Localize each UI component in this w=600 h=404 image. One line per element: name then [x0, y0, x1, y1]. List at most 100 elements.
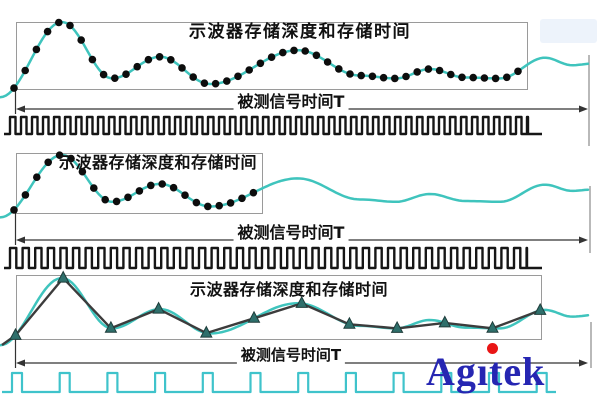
sample-point-triangle [486, 320, 499, 333]
sample-point-dot [67, 154, 75, 163]
panel-1-sample-clock [4, 115, 542, 136]
sample-point-dot [346, 70, 354, 78]
logo-text-part-3: tek [489, 349, 546, 394]
sample-point-dot [503, 73, 511, 82]
logo-text-part-2: ı [476, 349, 490, 394]
sample-point-dot [391, 74, 399, 83]
sample-point-dot [256, 59, 265, 68]
sample-point-dot [204, 202, 212, 211]
sample-point-dot [279, 48, 287, 57]
sample-point-dot [111, 74, 119, 82]
sample-point-dot [458, 73, 466, 82]
sample-point-triangle [104, 320, 118, 333]
sample-point-dot [215, 201, 223, 210]
sample-point-triangle [9, 327, 22, 340]
sample-point-dot [379, 73, 388, 82]
sample-point-dot [368, 72, 377, 81]
sample-point-dot [189, 73, 197, 81]
sample-point-dot [135, 187, 144, 195]
sample-point-dot [290, 46, 298, 55]
sample-point-dot [192, 198, 201, 207]
panel-2-sample-dots [10, 151, 258, 214]
storage-window-box-1 [15, 22, 528, 90]
storage-window-box-2 [15, 153, 263, 214]
sample-point-dot [178, 64, 186, 72]
sample-point-triangle [295, 295, 309, 308]
sample-point-dot [32, 45, 41, 54]
panel-3-sample-triangles [9, 270, 547, 340]
sample-point-dot [43, 27, 52, 36]
sample-point-dot [78, 167, 87, 176]
sample-point-dot [21, 191, 30, 199]
logo-red-dot [487, 343, 498, 354]
sample-point-dot [44, 158, 52, 167]
storage-depth-label-1: 示波器存储深度和存储时间 [189, 22, 411, 42]
sample-point-dot [144, 55, 153, 64]
sample-point-dot [124, 193, 132, 202]
sample-point-dot [55, 151, 64, 159]
sample-point-dot [90, 184, 98, 192]
sample-point-dot [447, 70, 455, 79]
sample-point-dot [238, 194, 246, 203]
sample-point-dot [249, 188, 258, 197]
sample-point-dot [181, 191, 189, 199]
sample-point-dot [491, 74, 500, 83]
sample-point-dot [112, 197, 121, 206]
sample-point-dot [301, 47, 310, 55]
sample-point-dot [122, 70, 130, 78]
sample-point-dot [55, 18, 63, 27]
storage-depth-label-3: 示波器存储深度和存储时间 [189, 280, 389, 299]
sample-point-triangle [152, 301, 165, 314]
sample-point-triangle [56, 270, 70, 283]
sample-point-dot [480, 74, 489, 82]
panel-1-deep-memory-fast-clock [0, 18, 590, 146]
sample-point-dot [33, 173, 41, 181]
panel-2-sample-clock [4, 246, 542, 270]
sample-point-dot [155, 53, 164, 61]
sample-point-triangle [390, 320, 404, 333]
sample-point-dot [357, 71, 366, 80]
sample-point-dot [169, 183, 178, 192]
sample-point-dot [10, 206, 18, 214]
panel-2-analog-waveform [0, 153, 590, 219]
sample-point-dot [267, 53, 276, 61]
sample-point-dot [10, 84, 18, 92]
sample-point-dot [211, 79, 220, 88]
sample-point-dot [226, 199, 235, 207]
watermark [540, 19, 597, 43]
sample-point-dot [435, 66, 444, 75]
sample-point-dot [88, 55, 97, 64]
measured-signal-time-label-2: 被测信号时间T [233, 224, 349, 242]
sample-point-dot [424, 65, 433, 73]
sample-point-dot [167, 56, 175, 64]
sample-point-triangle [343, 316, 356, 329]
agitek-logo: Agıtek [426, 343, 546, 404]
measured-signal-time-label-1: 被测信号时间T [233, 93, 349, 111]
sample-point-dot [402, 72, 410, 81]
sample-point-dot [158, 180, 166, 188]
measured-signal-time-label-3: 被测信号时间T [236, 347, 346, 364]
sample-point-dot [101, 195, 109, 204]
sample-point-dot [99, 70, 108, 79]
sample-point-dot [200, 79, 209, 87]
logo-text-part-1: Ag [426, 349, 477, 394]
panel-3-sample-clock [2, 371, 556, 394]
sample-point-dot [514, 67, 522, 76]
sample-point-dot [245, 66, 253, 74]
sample-point-dot [234, 72, 242, 81]
sample-point-dot [147, 181, 155, 190]
sample-point-dot [413, 68, 422, 76]
sample-point-dot [21, 66, 30, 75]
sample-point-dot [133, 62, 141, 71]
sample-point-dot [323, 58, 332, 66]
sample-point-triangle [199, 325, 213, 338]
sample-point-triangle [533, 302, 547, 315]
sample-point-dot [77, 36, 85, 44]
sample-point-dot [335, 65, 343, 73]
panel-1-sample-dots [10, 18, 522, 92]
sample-point-dot [66, 21, 74, 30]
sample-point-dot [469, 73, 478, 82]
sample-point-triangle [438, 315, 452, 328]
